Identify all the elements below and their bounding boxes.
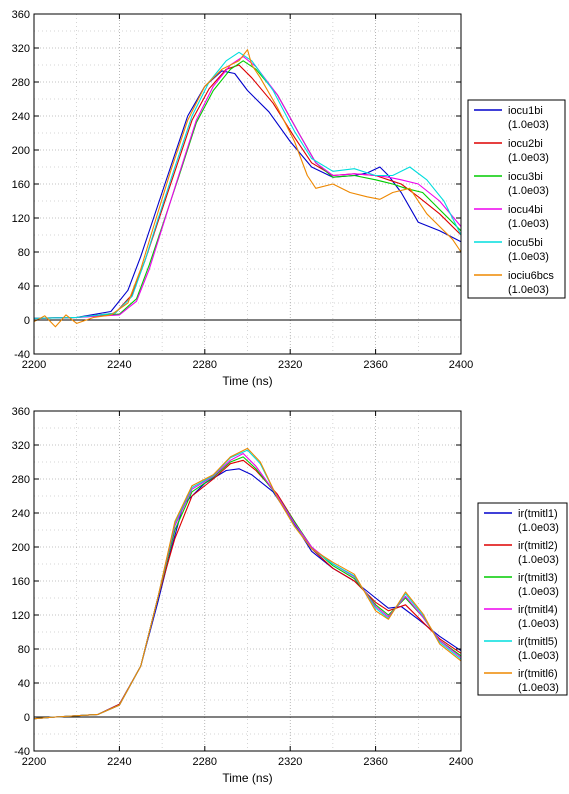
- x-tick-label: 2320: [278, 756, 302, 768]
- y-tick-label: 240: [12, 508, 30, 520]
- chart-top: 2200 2240 2280 2320 2360 2400 -40 0 40 80 120 160 20…: [12, 9, 566, 388]
- x-tick-label: 2200: [22, 359, 46, 371]
- grid: [34, 14, 461, 354]
- legend-label-3: ir(tmitl3): [518, 572, 558, 584]
- series-line-6: [33, 49, 462, 328]
- legend-scale-3: (1.0e03): [518, 586, 559, 598]
- ticks: 2200 2240 2280 2320 2360 2400 -40 0 40 80 120 160 20…: [12, 406, 474, 768]
- x-tick-label: 2240: [107, 359, 131, 371]
- x-tick-label: 2200: [22, 756, 46, 768]
- y-tick-label: 200: [12, 542, 30, 554]
- legend-label-1: ir(tmitl1): [518, 508, 558, 520]
- x-axis-title: Time (ns): [222, 374, 272, 388]
- legend-label-2: ir(tmitl2): [518, 540, 558, 552]
- y-tick-label: 200: [12, 145, 30, 157]
- legend-scale-1: (1.0e03): [508, 119, 549, 131]
- y-tick-label: 80: [18, 644, 30, 656]
- y-tick-label: 40: [18, 281, 30, 293]
- y-tick-label: 0: [24, 712, 30, 724]
- legend-scale-2: (1.0e03): [508, 152, 549, 164]
- chart-bottom: 2200 2240 2280 2320 2360 2400 -40 0 40 80 120 160 20…: [12, 406, 568, 785]
- legend-scale-5: (1.0e03): [518, 650, 559, 662]
- legend-label-3: iocu3bi: [508, 171, 543, 183]
- legend-label-5: ir(tmitl5): [518, 636, 558, 648]
- series-group: [33, 447, 462, 720]
- legend-scale-3: (1.0e03): [508, 185, 549, 197]
- y-tick-label: -40: [14, 349, 30, 361]
- legend-label-4: ir(tmitl4): [518, 604, 558, 616]
- legend-box: [467, 99, 566, 299]
- legend-scale-6: (1.0e03): [508, 284, 549, 296]
- y-tick-label: 160: [12, 179, 30, 191]
- series-line-5: [33, 51, 462, 319]
- legend-scale-6: (1.0e03): [518, 682, 559, 694]
- ticks: 2200 2240 2280 2320 2360 2400 -40 0 40 80 120 160 20…: [12, 9, 474, 371]
- y-tick-label: 0: [24, 315, 30, 327]
- y-tick-label: 360: [12, 9, 30, 21]
- legend-label-2: iocu2bi: [508, 138, 543, 150]
- legend-scale-1: (1.0e03): [518, 522, 559, 534]
- y-tick-label: 120: [12, 610, 30, 622]
- y-tick-label: 160: [12, 576, 30, 588]
- legend: iocu1bi (1.0e03) iocu2bi (1.0e03) iocu3bi (1.…: [467, 99, 566, 299]
- legend-label-6: ir(tmitl6): [518, 668, 558, 680]
- y-tick-label: 320: [12, 440, 30, 452]
- series-line-6: [33, 447, 462, 720]
- legend-label-1: iocu1bi: [508, 105, 543, 117]
- legend-label-6: iociu6bcs: [508, 270, 554, 282]
- y-tick-label: 280: [12, 474, 30, 486]
- legend-scale-2: (1.0e03): [518, 554, 559, 566]
- series-group: [33, 49, 462, 328]
- x-tick-label: 2280: [193, 756, 217, 768]
- series-line-3: [33, 60, 462, 319]
- legend-scale-4: (1.0e03): [508, 218, 549, 230]
- x-tick-label: 2360: [363, 359, 387, 371]
- y-tick-label: 360: [12, 406, 30, 418]
- y-tick-label: 280: [12, 77, 30, 89]
- y-tick-label: 240: [12, 111, 30, 123]
- legend-label-5: iocu5bi: [508, 237, 543, 249]
- legend: ir(tmitl1) (1.0e03) ir(tmitl2) (1.0e03) ir(t…: [477, 502, 568, 696]
- y-tick-label: 80: [18, 247, 30, 259]
- x-tick-label: 2400: [449, 359, 473, 371]
- x-tick-label: 2400: [449, 756, 473, 768]
- y-tick-label: 320: [12, 43, 30, 55]
- x-axis-title: Time (ns): [222, 771, 272, 785]
- x-tick-label: 2320: [278, 359, 302, 371]
- x-tick-label: 2240: [107, 756, 131, 768]
- y-tick-label: -40: [14, 746, 30, 758]
- legend-label-4: iocu4bi: [508, 204, 543, 216]
- legend-scale-5: (1.0e03): [508, 251, 549, 263]
- legend-box: [477, 502, 568, 696]
- x-tick-label: 2360: [363, 756, 387, 768]
- x-tick-label: 2280: [193, 359, 217, 371]
- legend-scale-4: (1.0e03): [518, 618, 559, 630]
- y-tick-label: 40: [18, 678, 30, 690]
- series-line-1: [33, 70, 462, 319]
- y-tick-label: 120: [12, 213, 30, 225]
